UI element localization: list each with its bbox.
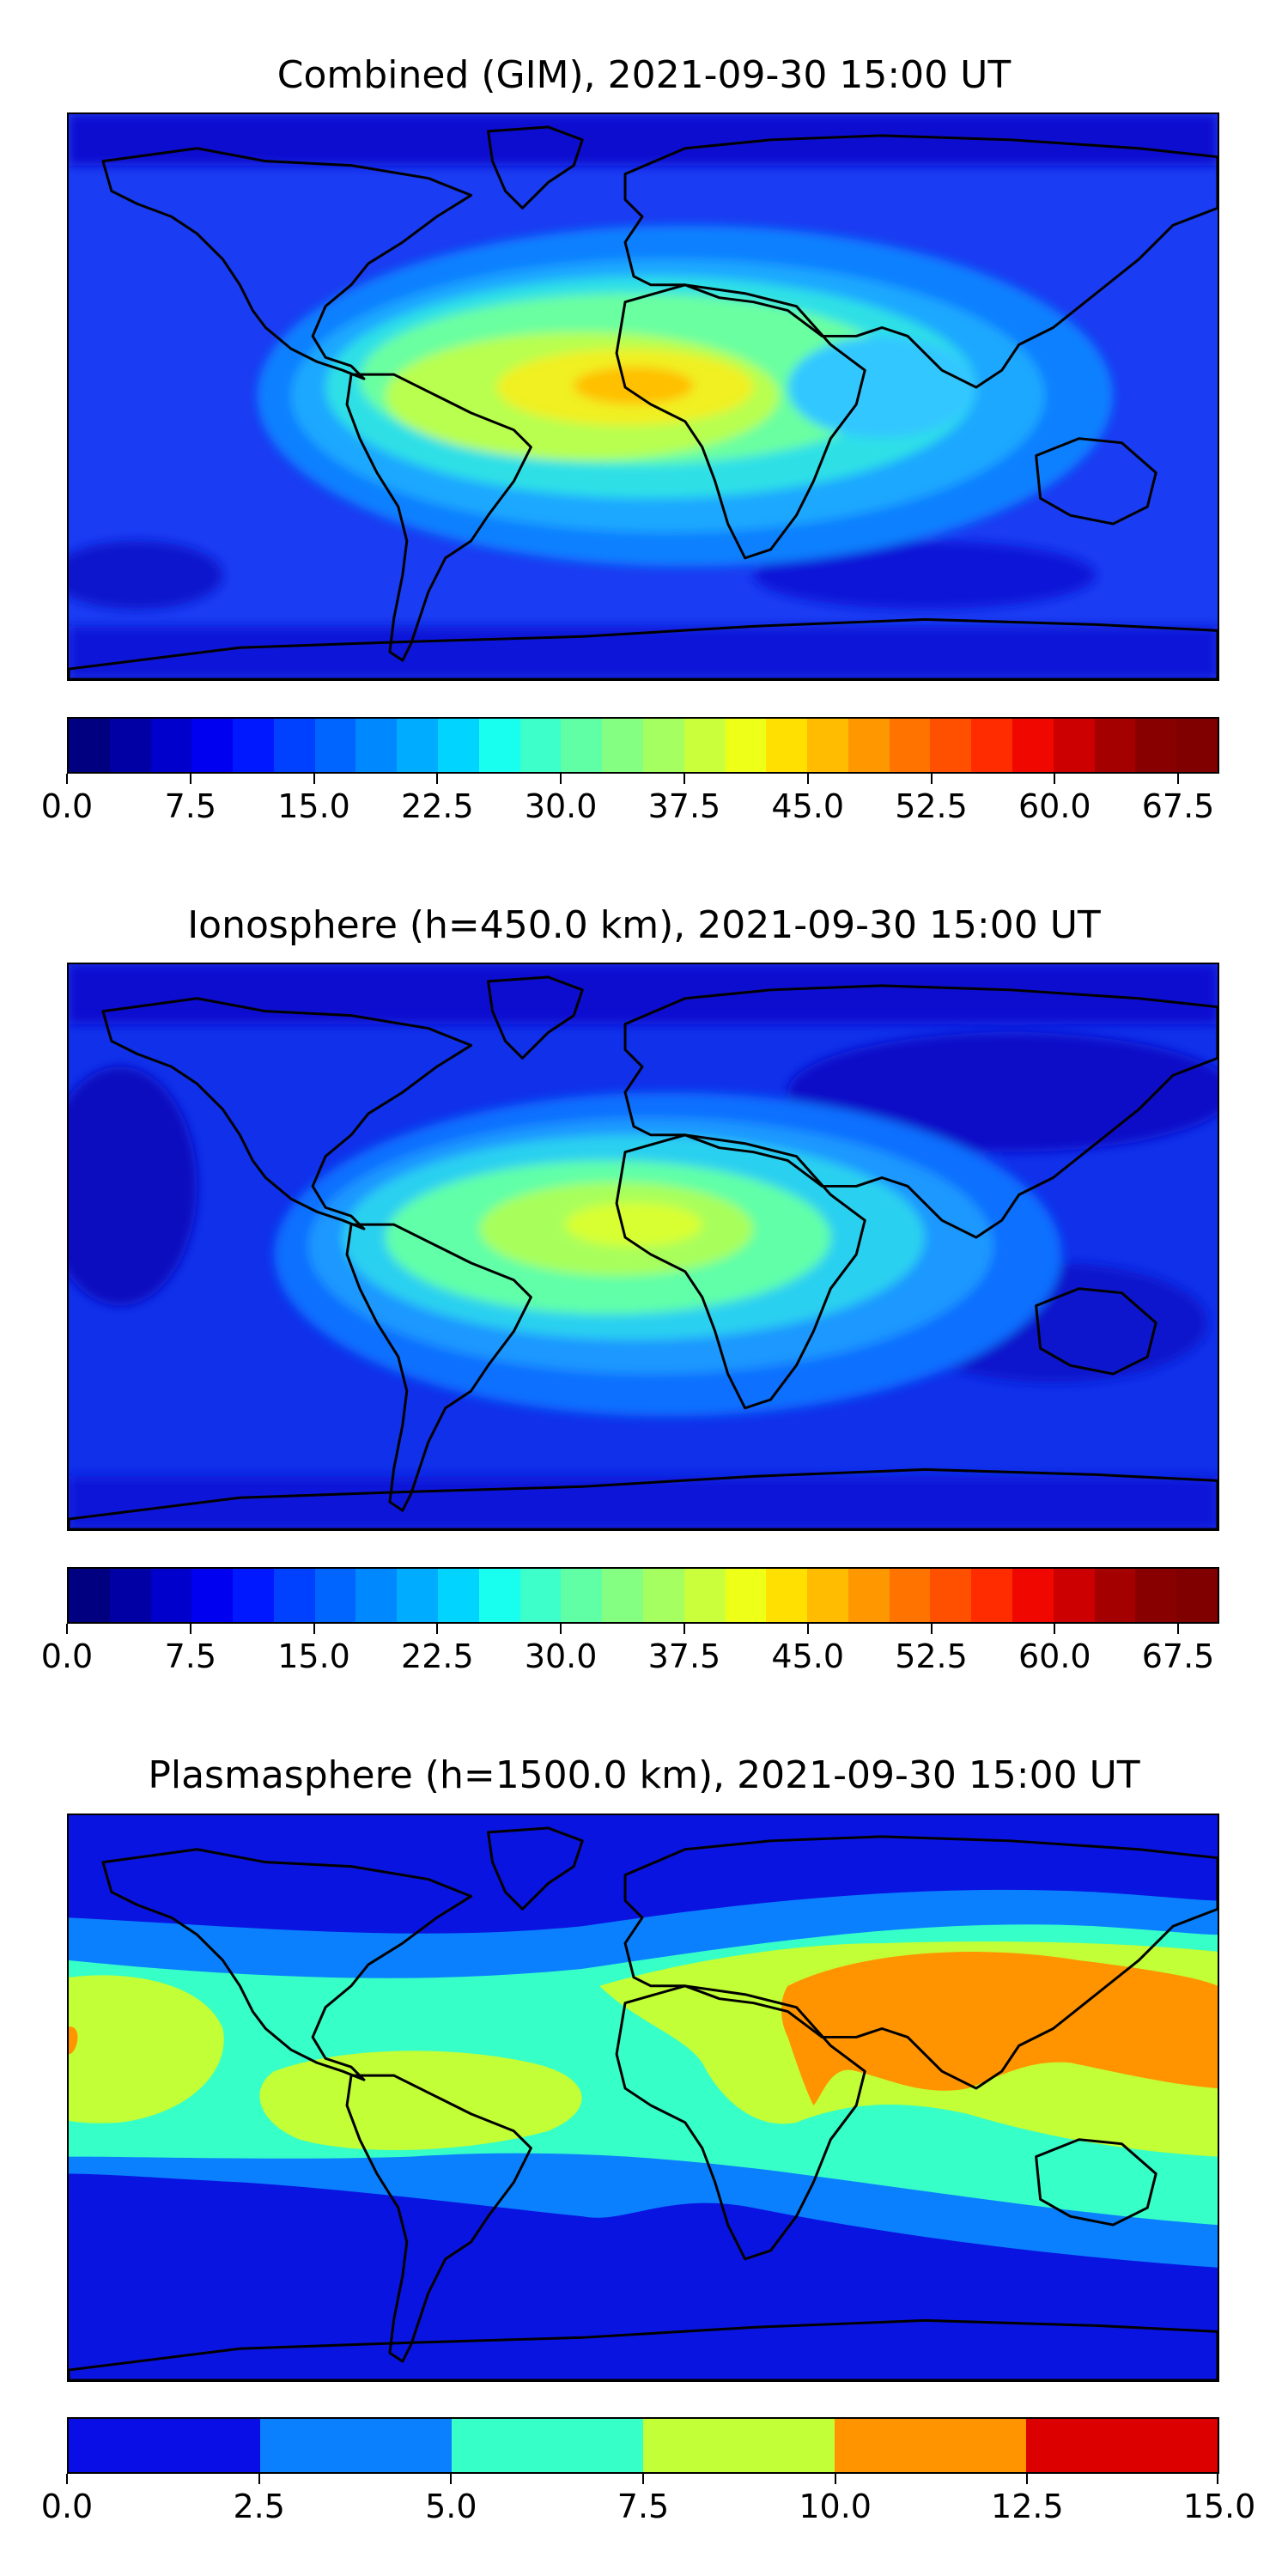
- colorbar-tick-label: 30.0: [524, 1637, 598, 1675]
- colorbar-tick: [436, 774, 439, 784]
- colorbar-tick-label: 37.5: [647, 787, 721, 825]
- colorbar-tick-label: 12.5: [991, 2488, 1064, 2525]
- colorbar-tick-label: 0.0: [40, 2488, 94, 2525]
- colorbar-tick-label: 67.5: [1141, 1637, 1215, 1675]
- colorbar-tick-label: 10.0: [799, 2488, 872, 2525]
- colorbar-tick: [930, 1624, 933, 1634]
- colorbar-tick-label: 60.0: [1018, 1637, 1091, 1675]
- colorbar-tick: [560, 1624, 562, 1634]
- colorbar-tick-label: 15.0: [277, 1637, 350, 1675]
- colorbar-tick: [683, 774, 685, 784]
- colorbar-tick: [560, 774, 562, 784]
- colorbar-tick: [189, 1624, 191, 1634]
- colorbar-tick: [683, 1624, 685, 1634]
- colorbar-tick-label: 0.0: [40, 787, 94, 825]
- colorbar-tick: [1177, 774, 1180, 784]
- colorbar-tick-label: 37.5: [647, 1637, 721, 1675]
- panel-title-combined: Combined (GIM), 2021-09-30 15:00 UT: [276, 53, 1012, 97]
- colorbar-tick: [642, 2474, 644, 2484]
- colorbar-tick-label: 30.0: [524, 787, 598, 825]
- map-ionosphere: [67, 963, 1219, 1531]
- colorbar-tick-label: 45.0: [771, 787, 844, 825]
- colorbar-tick-label: 60.0: [1018, 787, 1091, 825]
- colorbar-tick: [313, 1624, 315, 1634]
- colorbar-tick: [189, 774, 191, 784]
- colorbar-plasmasphere: [67, 2417, 1219, 2474]
- colorbar-tick: [313, 774, 315, 784]
- colorbar-tick: [806, 1624, 809, 1634]
- colorbar-tick: [834, 2474, 836, 2484]
- colorbar-tick-label: 7.5: [617, 2488, 670, 2525]
- colorbar-tick-label: 0.0: [40, 1637, 94, 1675]
- colorbar-tick: [450, 2474, 453, 2484]
- colorbar-tick-label: 2.5: [233, 2488, 285, 2525]
- colorbar-tick: [66, 2474, 68, 2484]
- colorbar-tick-label: 67.5: [1141, 787, 1215, 825]
- colorbar-tick: [66, 1624, 68, 1634]
- colorbar-tick-label: 22.5: [401, 1637, 474, 1675]
- colorbar-tick: [1217, 2474, 1218, 2484]
- colorbar-tick: [436, 1624, 439, 1634]
- colorbar-tick: [806, 774, 809, 784]
- panel-title-ionosphere: Ionosphere (h=450.0 km), 2021-09-30 15:0…: [187, 903, 1101, 947]
- colorbar-tick-label: 7.5: [164, 787, 216, 825]
- colorbar-tick-label: 22.5: [401, 787, 474, 825]
- colorbar-tick: [258, 2474, 260, 2484]
- colorbar-tick-label: 45.0: [771, 1637, 844, 1675]
- colorbar-tick-label: 52.5: [895, 787, 968, 825]
- map-combined: [67, 112, 1219, 681]
- colorbar-tick: [930, 774, 933, 784]
- colorbar-ionosphere: [67, 1567, 1219, 1624]
- colorbar-tick: [1177, 1624, 1180, 1634]
- colorbar-tick: [1026, 2474, 1029, 2484]
- colorbar-combined: [67, 717, 1219, 774]
- colorbar-tick-label: 7.5: [164, 1637, 216, 1675]
- colorbar-tick: [1054, 1624, 1056, 1634]
- colorbar-tick: [1054, 774, 1056, 784]
- colorbar-tick-label: 15.0: [277, 787, 350, 825]
- map-plasmasphere: [67, 1814, 1219, 2382]
- colorbar-tick: [66, 774, 68, 784]
- panel-title-plasmasphere: Plasmasphere (h=1500.0 km), 2021-09-30 1…: [148, 1753, 1140, 1797]
- colorbar-tick-label: 52.5: [895, 1637, 968, 1675]
- colorbar-tick-label: 15.0: [1182, 2488, 1256, 2525]
- colorbar-tick-label: 5.0: [425, 2488, 477, 2525]
